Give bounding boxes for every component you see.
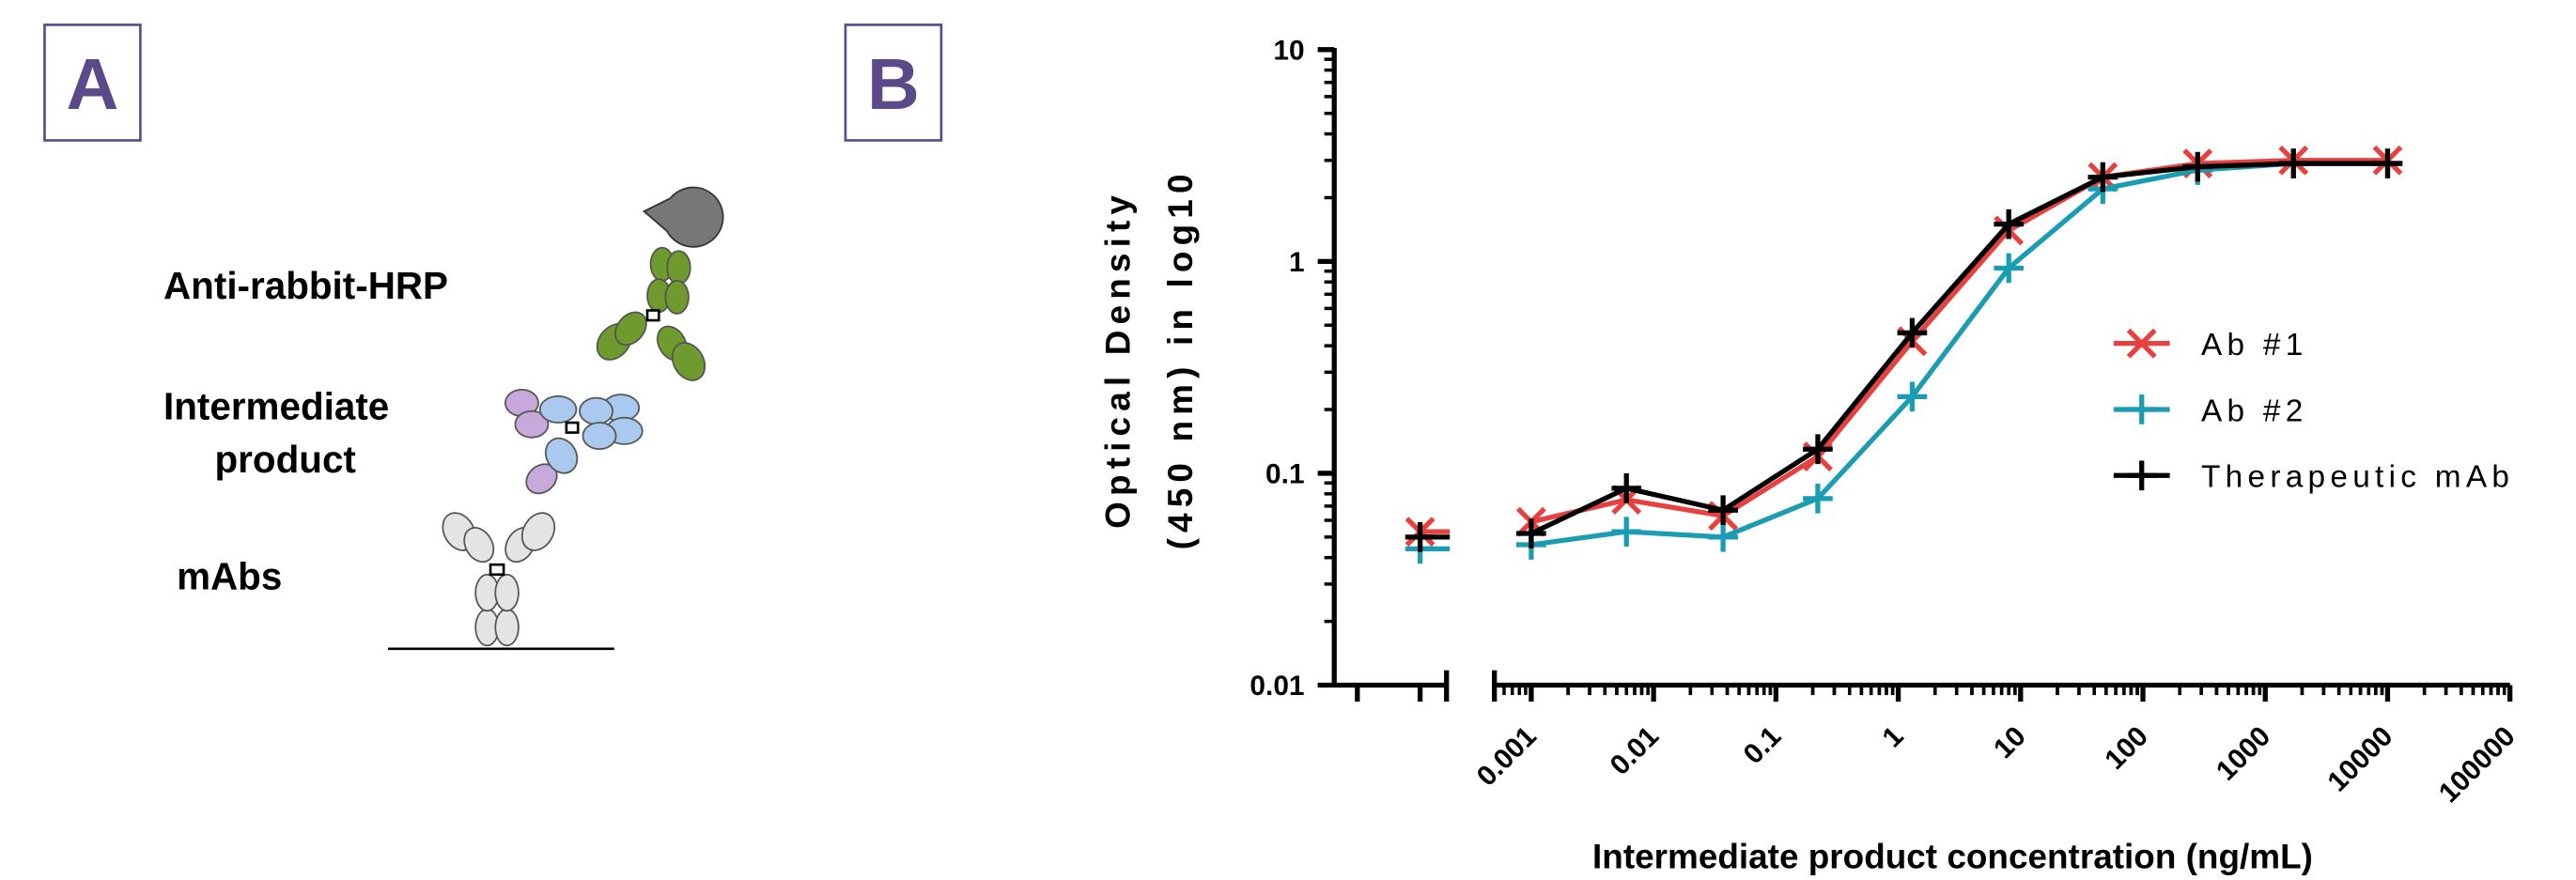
data-marker [1516, 518, 1546, 548]
data-marker [1803, 434, 1833, 465]
x-tick-label: 1000 [2211, 720, 2276, 786]
intermediate-label: Intermediate [163, 385, 389, 428]
data-marker [1708, 495, 1738, 525]
legend-marker [2126, 328, 2157, 359]
x-tick-label: 100 [2099, 720, 2154, 776]
detector-label: Anti-rabbit-HRP [163, 264, 448, 307]
data-marker [1897, 381, 1928, 412]
data-marker [1708, 522, 1738, 552]
legend-label: Ab #1 [2201, 328, 2308, 363]
data-marker [1803, 484, 1833, 514]
legend-label: Therapeutic mAb [2201, 460, 2514, 495]
panel-box [43, 23, 142, 142]
x-tick-label: 10000 [2321, 720, 2398, 797]
x-tick-label: 0.1 [1738, 720, 1788, 770]
data-marker [1611, 517, 1642, 547]
data-marker [1404, 522, 1435, 552]
x-tick-label: 0.001 [1471, 720, 1543, 792]
legend-label: Ab #2 [2201, 394, 2308, 428]
x-tick-label: 1 [1876, 720, 1909, 753]
mab-label: mAbs [177, 555, 282, 598]
y-tick-label: 0.01 [1249, 671, 1304, 702]
panel-letter: B [867, 44, 920, 125]
data-marker [2182, 151, 2213, 182]
assay-diagram [388, 186, 724, 651]
intermediate-label: product [215, 438, 356, 481]
y-axis-title: (450 nm) in log10 [1161, 168, 1200, 549]
data-marker [1994, 208, 2024, 239]
y-tick-label: 1 [1289, 247, 1305, 278]
series-line [1529, 161, 2388, 536]
data-marker [1994, 253, 2024, 284]
data-marker [1611, 473, 1642, 503]
y-axis-title: Optical Density [1098, 190, 1137, 529]
x-tick-label: 0.01 [1605, 720, 1665, 780]
data-marker [2087, 162, 2118, 193]
chart: 0.01 0.1 1 10 0.001 0.01 0.1 1 10 100 1000 10000 100… [1098, 35, 2521, 875]
x-tick-label: 10 [1988, 720, 2032, 764]
y-tick-label: 0.1 [1265, 458, 1305, 489]
panel-box [844, 23, 943, 142]
panel-letter: A [67, 44, 119, 125]
x-axis-title: Intermediate product concentration (ng/m… [1592, 838, 2313, 876]
series-line [1530, 158, 2388, 525]
data-marker [2278, 148, 2309, 178]
data-marker [2372, 148, 2403, 178]
x-tick-label: 100000 [2433, 720, 2522, 809]
legend-marker [2126, 394, 2157, 425]
data-marker [1897, 317, 1928, 348]
legend-marker [2126, 460, 2157, 491]
y-tick-label: 10 [1273, 35, 1304, 66]
